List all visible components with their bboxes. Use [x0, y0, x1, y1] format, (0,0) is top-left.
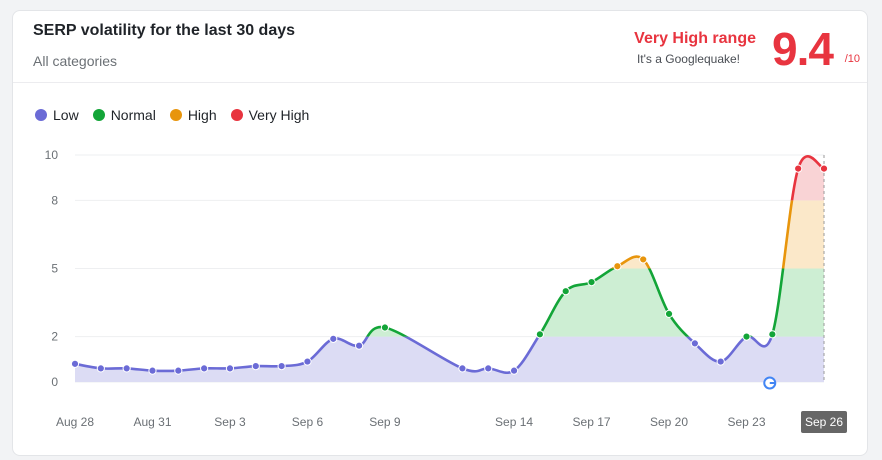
- data-point: [174, 366, 183, 375]
- x-tick-label: Aug 31: [133, 415, 171, 429]
- band-fill-very-high: [75, 156, 824, 201]
- legend-label: High: [187, 107, 217, 123]
- data-point: [458, 364, 467, 373]
- data-point: [509, 366, 519, 375]
- legend-label: Low: [53, 107, 79, 123]
- legend-dot-icon: [35, 109, 47, 121]
- data-point: [484, 364, 493, 373]
- score-max: /10: [844, 53, 860, 65]
- legend-dot-icon: [230, 109, 243, 121]
- legend-label: Normal: [110, 107, 156, 123]
- data-point: [794, 164, 803, 173]
- series-line-normal: [365, 268, 785, 337]
- data-point: [639, 255, 648, 264]
- data-point: [535, 330, 544, 339]
- legend-dot-icon: [92, 109, 105, 121]
- band-fill-high: [75, 200, 824, 269]
- x-tick-label: Sep 6: [292, 415, 324, 429]
- legend-item-low[interactable]: Low: [35, 107, 79, 123]
- series-line-very-high: [790, 155, 825, 201]
- band-fill-normal: [75, 268, 824, 337]
- data-point: [587, 278, 596, 287]
- data-point: [122, 364, 131, 373]
- x-tick-label: Sep 14: [495, 415, 533, 429]
- data-point: [251, 362, 260, 371]
- data-point: [380, 323, 390, 332]
- current-date-badge: [801, 411, 847, 433]
- data-point: [329, 334, 338, 343]
- x-tick-label: Sep 3: [214, 415, 246, 429]
- x-tick-label: Sep 26: [805, 415, 843, 429]
- volatility-score: 9.4: [772, 23, 834, 75]
- data-point: [277, 362, 286, 371]
- data-point: [70, 359, 80, 368]
- data-point: [716, 357, 725, 366]
- legend-label: Very High: [248, 107, 310, 123]
- legend-dot-icon: [169, 109, 182, 121]
- chart-title: SERP volatility for the last 30 days: [33, 22, 296, 39]
- y-tick-label: 2: [51, 330, 58, 344]
- data-point: [613, 262, 622, 271]
- data-point: [200, 364, 209, 373]
- y-tick-label: 0: [51, 375, 58, 389]
- y-tick-label: 5: [51, 262, 58, 276]
- data-point: [96, 364, 105, 373]
- data-point: [664, 309, 674, 318]
- x-tick-label: Sep 9: [369, 415, 401, 429]
- data-point: [148, 366, 157, 375]
- y-tick-label: 8: [51, 193, 58, 207]
- header-divider: [13, 82, 867, 83]
- x-tick-label: Sep 17: [573, 415, 611, 429]
- x-tick-label: Sep 23: [727, 415, 765, 429]
- x-tick-label: Aug 28: [56, 415, 94, 429]
- legend-item-very-high[interactable]: Very High: [230, 107, 310, 123]
- category-selector[interactable]: All categories: [33, 53, 118, 69]
- series-line-high: [610, 200, 794, 269]
- data-point: [561, 287, 570, 296]
- data-point: [355, 341, 364, 350]
- google-update-icon-bar: [769, 382, 775, 384]
- data-point: [303, 357, 312, 366]
- y-tick-label: 10: [45, 148, 59, 162]
- legend-item-normal[interactable]: Normal: [92, 107, 156, 123]
- data-point: [819, 164, 829, 173]
- data-point: [225, 364, 235, 373]
- range-note: It's a Googlequake!: [636, 52, 740, 66]
- data-point: [742, 332, 751, 341]
- x-tick-label: Sep 20: [650, 415, 688, 429]
- legend: Low Normal High Very High: [35, 107, 309, 123]
- legend-item-high[interactable]: High: [169, 107, 217, 123]
- data-point: [690, 339, 699, 348]
- series-line-low: [74, 336, 773, 375]
- data-point: [768, 330, 777, 339]
- range-label: Very High range: [634, 30, 756, 47]
